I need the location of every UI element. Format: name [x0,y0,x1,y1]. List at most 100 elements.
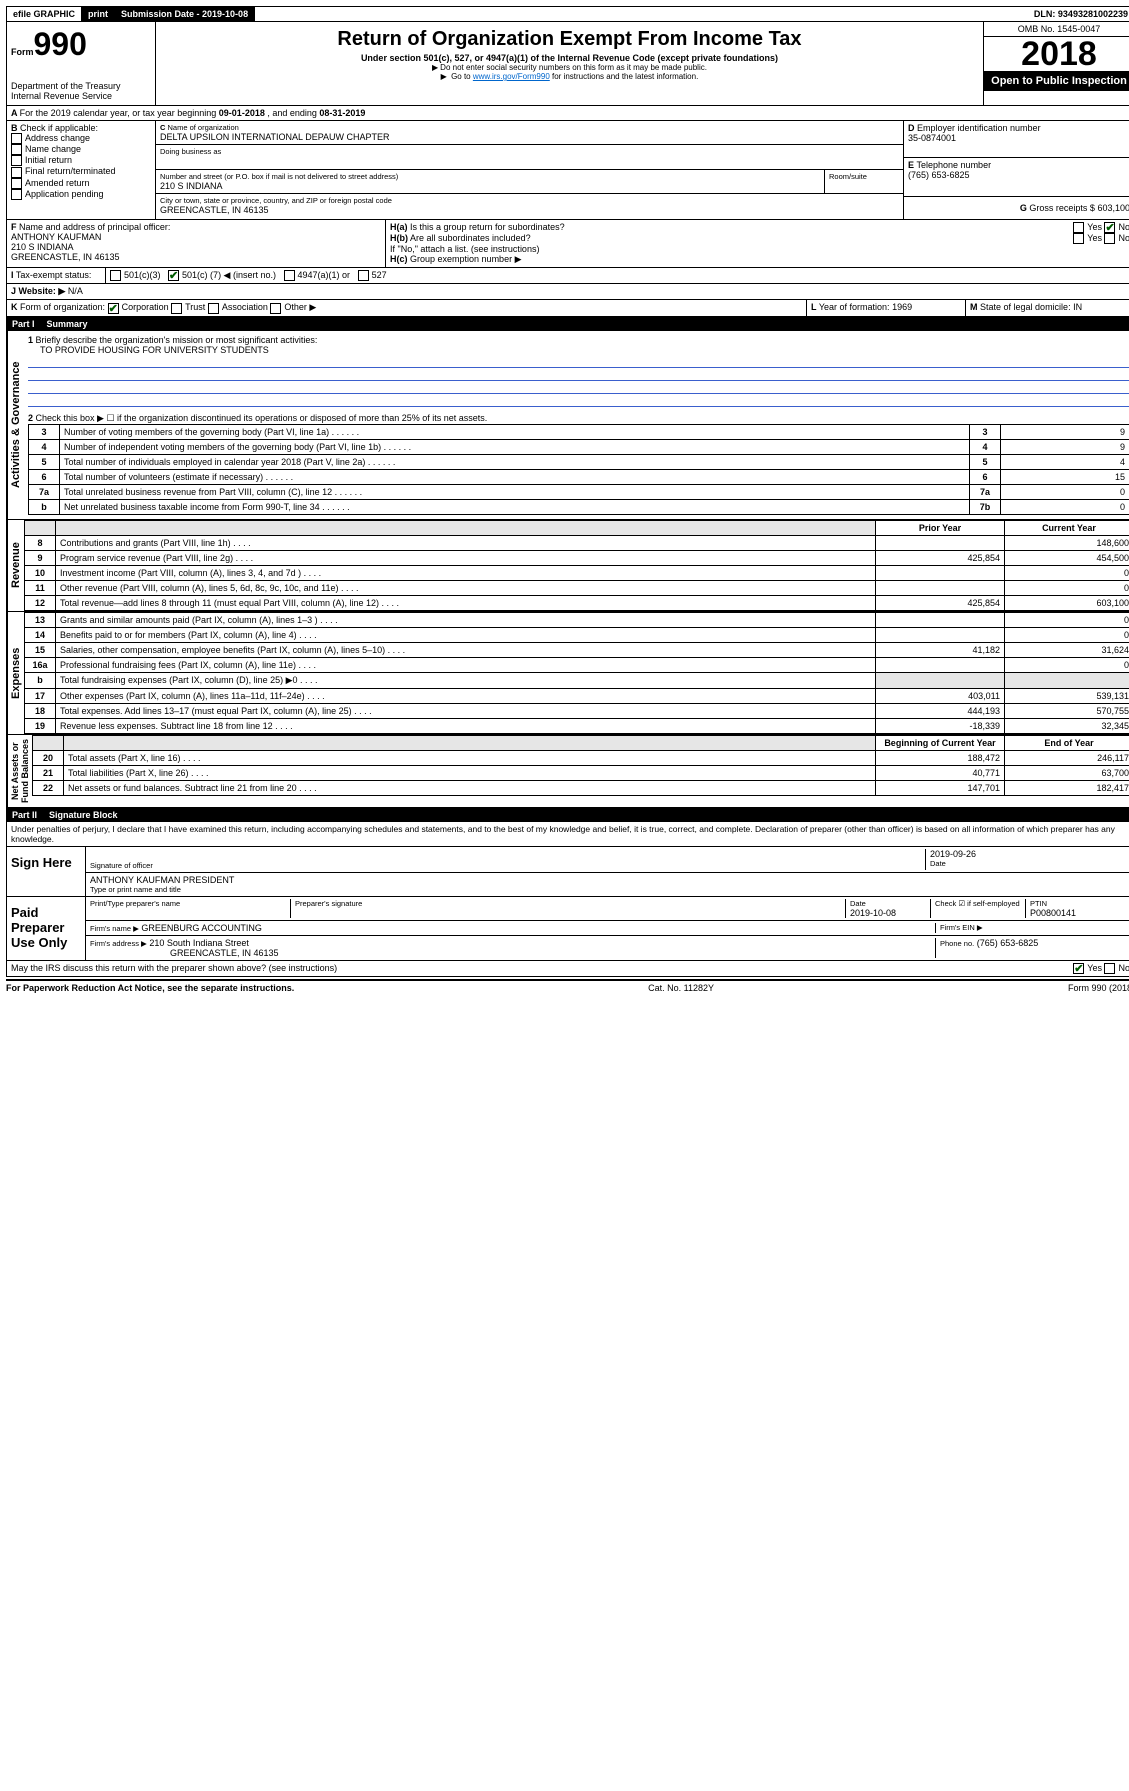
current-value: 0 [1005,657,1129,672]
website-row: J Website: ▶ N/A [6,284,1129,300]
current-value: 539,131 [1005,688,1129,703]
governance-table: 3 Number of voting members of the govern… [28,424,1129,515]
vlabel-expenses: Expenses [7,612,24,734]
line-text: Total liabilities (Part X, line 26) . . … [64,765,876,780]
current-value: 32,345 [1005,718,1129,733]
ptin-value: P00800141 [1030,908,1129,918]
sign-here-block: Sign Here Signature of officer 2019-09-2… [6,847,1129,897]
instructions-link[interactable]: www.irs.gov/Form990 [473,72,550,81]
top-bar: efile GRAPHIC print Submission Date - 20… [6,6,1129,22]
firm-ein-label: Firm's EIN ▶ [935,923,1129,933]
checkbox-4947[interactable] [284,270,295,281]
line-value: 0 [1001,484,1129,499]
org-name: DELTA UPSILON INTERNATIONAL DEPAUW CHAPT… [160,132,899,142]
checkbox-corporation[interactable] [108,303,119,314]
col-header-current: Current Year [1005,520,1129,535]
line-number: 11 [25,580,56,595]
line-text: Number of voting members of the governin… [60,424,970,439]
line-number: 18 [25,703,56,718]
line-box: 7b [970,499,1001,514]
preparer-name-header: Print/Type preparer's name [90,899,290,918]
line-number: 8 [25,535,56,550]
signature-of-officer-label: Signature of officer [90,861,925,870]
current-value: 0 [1005,580,1129,595]
checkbox-501c[interactable] [168,270,179,281]
street-address: 210 S INDIANA [160,181,820,191]
form-org-row: K Form of organization: Corporation Trus… [6,300,1129,316]
preparer-sig-header: Preparer's signature [290,899,845,918]
line-a-period: A For the 2019 calendar year, or tax yea… [6,106,1129,121]
line-text: Grants and similar amounts paid (Part IX… [56,612,876,627]
prior-value: 425,854 [876,595,1005,610]
mission-text: TO PROVIDE HOUSING FOR UNIVERSITY STUDEN… [28,345,1129,355]
checkbox-hb-no[interactable] [1104,233,1115,244]
checkbox-app-pending[interactable] [11,189,22,200]
self-employed-check: Check ☑ if self-employed [930,899,1025,918]
col-header-current: End of Year [1005,735,1129,750]
checkbox-discuss-no[interactable] [1104,963,1115,974]
page-footer: For Paperwork Reduction Act Notice, see … [6,979,1129,995]
checkbox-501c3[interactable] [110,270,121,281]
efile-label: efile GRAPHIC [7,7,82,21]
prior-value: 41,182 [876,642,1005,657]
city-label: City or town, state or province, country… [160,196,899,205]
preparer-date: 2019-10-08 [850,908,930,918]
line-number: 20 [33,750,64,765]
line-text: Total number of volunteers (estimate if … [60,469,970,484]
line-value: 15 [1001,469,1129,484]
line-number: 16a [25,657,56,672]
checkbox-trust[interactable] [171,303,182,314]
current-value: 603,100 [1005,595,1129,610]
officer-group-row: F Name and address of principal officer:… [6,220,1129,268]
checkbox-initial-return[interactable] [11,155,22,166]
line-number: 21 [33,765,64,780]
city-state-zip: GREENCASTLE, IN 46135 [160,205,899,215]
officer-print-name: ANTHONY KAUFMAN PRESIDENT [90,875,1129,885]
sign-here-label: Sign Here [7,847,85,896]
line-number: b [25,672,56,688]
checkbox-hb-yes[interactable] [1073,233,1084,244]
paid-preparer-block: Paid Preparer Use Only Print/Type prepar… [6,897,1129,961]
line-text: Total assets (Part X, line 16) . . . . [64,750,876,765]
line-number: 22 [33,780,64,795]
box-c-label: Name of organization [168,123,239,132]
h-c-label: Group exemption number [410,254,512,264]
current-value: 63,700 [1005,765,1129,780]
checkbox-527[interactable] [358,270,369,281]
box-g-label: Gross receipts $ [1029,203,1095,213]
checkbox-amended[interactable] [11,178,22,189]
line-text: Salaries, other compensation, employee b… [56,642,876,657]
checkbox-other[interactable] [270,303,281,314]
print-button[interactable]: print [82,7,115,21]
prior-value: 188,472 [876,750,1005,765]
checkbox-address-change[interactable] [11,133,22,144]
firm-address-1: 210 South Indiana Street [149,938,249,948]
checkbox-final-return[interactable] [11,167,22,178]
shaded-cell [1005,672,1129,688]
line-number: 15 [25,642,56,657]
line-box: 6 [970,469,1001,484]
part-1-header: Part ISummary [6,317,1129,331]
line-box: 3 [970,424,1001,439]
part-2-header: Part IISignature Block [6,808,1129,822]
checkbox-discuss-yes[interactable] [1073,963,1084,974]
box-e-label: Telephone number [917,160,992,170]
firm-name: GREENBURG ACCOUNTING [141,923,262,933]
officer-street: 210 S INDIANA [11,242,381,252]
checkbox-ha-yes[interactable] [1073,222,1084,233]
header-spacer [33,735,64,750]
line-number: 14 [25,627,56,642]
state-domicile: IN [1073,302,1082,312]
checkbox-ha-no[interactable] [1104,222,1115,233]
tax-year: 2018 [984,37,1129,71]
line-text: Professional fundraising fees (Part IX, … [56,657,876,672]
expenses-section: Expenses 13 Grants and similar amounts p… [6,612,1129,735]
col-header-prior: Prior Year [876,520,1005,535]
officer-name: ANTHONY KAUFMAN [11,232,381,242]
entity-info-row: B Check if applicable: Address change Na… [6,121,1129,220]
checkbox-association[interactable] [208,303,219,314]
line-number: 6 [29,469,60,484]
firm-address-2: GREENCASTLE, IN 46135 [90,948,935,958]
checkbox-name-change[interactable] [11,144,22,155]
line-box: 7a [970,484,1001,499]
